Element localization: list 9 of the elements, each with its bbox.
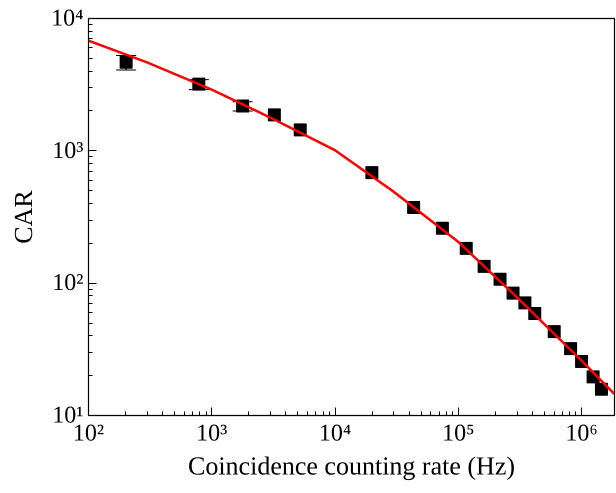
y-tick-label: 10² xyxy=(52,270,84,296)
x-tick-label: 10⁴ xyxy=(318,420,352,446)
y-tick-label: 10⁴ xyxy=(51,6,84,32)
y-tick-label: 10³ xyxy=(52,138,84,164)
y-axis-title: CAR xyxy=(9,190,38,244)
x-tick-label: 10⁶ xyxy=(565,420,598,446)
x-tick-label: 10⁵ xyxy=(442,420,474,446)
x-tick-label: 10³ xyxy=(196,420,228,446)
x-axis-title: Coincidence counting rate (Hz) xyxy=(188,452,516,480)
